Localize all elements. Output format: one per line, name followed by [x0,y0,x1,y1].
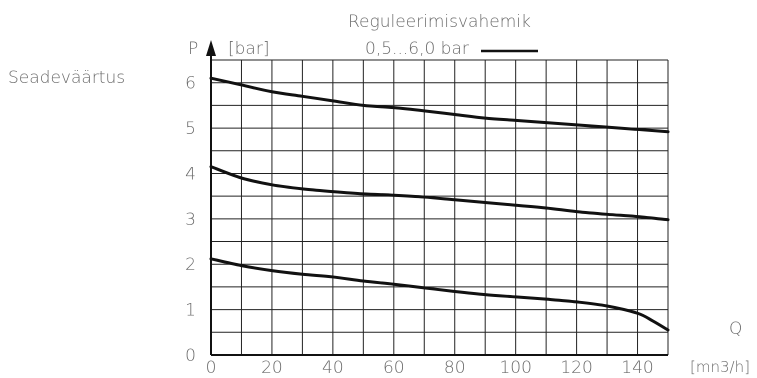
x-tick-label: 120 [560,358,592,378]
y-tick-label: 2 [185,255,196,275]
y-axis-label: P [188,39,198,59]
y-tick-label: 1 [185,301,196,321]
x-axis-unit: [mn3/h] [690,358,750,376]
legend-text: 0,5...6,0 bar [365,39,469,59]
x-tick-label: 0 [206,358,217,378]
x-tick-label: 40 [322,358,344,378]
x-tick-label: 20 [261,358,283,378]
y-tick-label: 4 [185,164,196,184]
series-group [209,76,670,332]
y-axis-unit: [bar] [228,39,269,59]
x-axis-label: Q [729,319,742,339]
series-line-2 [209,165,670,222]
y-axis-arrow [206,40,216,56]
side-label: Seadeväärtus [8,68,125,88]
y-tick-label: 0 [185,346,196,366]
x-tick-label: 100 [499,358,531,378]
grid [211,59,669,355]
x-tick-label: 60 [383,358,405,378]
series-line-3 [209,257,670,332]
x-tick-label: 140 [621,358,653,378]
series-line-1 [209,76,670,134]
x-tick-label: 80 [444,358,466,378]
x-tick-labels: 0 20 40 60 80 100 120 140 [206,358,654,378]
y-tick-label: 6 [185,74,196,94]
chart-title: Reguleerimisvahemik [348,12,531,32]
y-tick-labels: 0 1 2 3 4 5 6 [185,74,196,366]
y-tick-label: 3 [185,210,196,230]
y-tick-label: 5 [185,119,196,139]
